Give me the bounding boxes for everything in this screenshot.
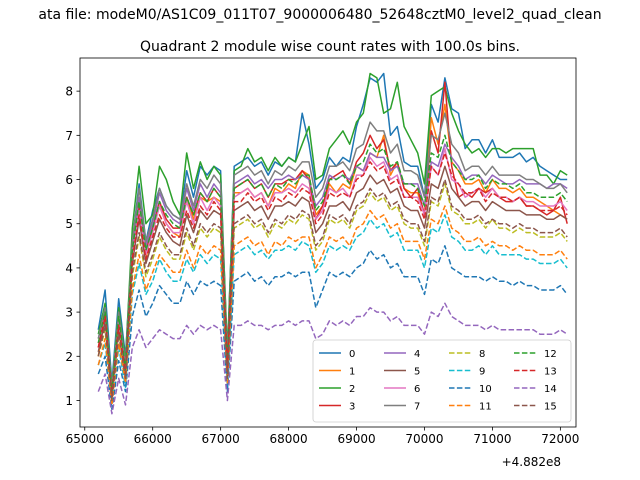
legend-label-0: 0 bbox=[349, 349, 355, 360]
legend-label-5: 5 bbox=[414, 367, 420, 378]
figure-suptitle: ata file: modeM0/AS1C09_011T07_900000648… bbox=[38, 7, 601, 23]
series-line-15 bbox=[97, 178, 568, 402]
axes-frame bbox=[79, 57, 577, 428]
series-line-13 bbox=[97, 152, 568, 397]
y-tick-label: 7 bbox=[65, 129, 73, 143]
x-tick-label: 67000 bbox=[202, 432, 240, 446]
legend-label-6: 6 bbox=[414, 384, 420, 395]
legend-label-3: 3 bbox=[349, 402, 355, 413]
series-line-12 bbox=[97, 134, 568, 393]
series-line-8 bbox=[97, 183, 568, 402]
x-tick-label: 68000 bbox=[269, 432, 307, 446]
series-line-9 bbox=[97, 214, 568, 406]
series-line-7 bbox=[97, 112, 568, 388]
series-line-6 bbox=[97, 147, 568, 393]
y-tick-label: 2 bbox=[65, 350, 73, 364]
plot-area bbox=[97, 72, 568, 415]
y-tick-label: 1 bbox=[65, 394, 73, 408]
series-group bbox=[97, 72, 568, 415]
series-line-10 bbox=[97, 245, 568, 411]
x-tick-label: 70000 bbox=[405, 432, 443, 446]
x-tick-label: 72000 bbox=[541, 432, 579, 446]
y-tick-label: 6 bbox=[65, 173, 73, 187]
series-line-1 bbox=[97, 103, 568, 402]
y-tick-label: 4 bbox=[65, 261, 73, 275]
series-line-5 bbox=[97, 165, 568, 397]
chart-title: Quadrant 2 module wise count rates with … bbox=[140, 39, 520, 55]
x-tick-label: 66000 bbox=[134, 432, 172, 446]
legend-box bbox=[312, 339, 572, 423]
legend-label-8: 8 bbox=[479, 349, 485, 360]
legend-label-13: 13 bbox=[544, 367, 557, 378]
series-line-14 bbox=[97, 302, 568, 415]
x-offset-label: +4.882e8 bbox=[502, 455, 561, 469]
x-tick-label: 65000 bbox=[66, 432, 104, 446]
legend-label-14: 14 bbox=[544, 384, 557, 395]
legend-label-10: 10 bbox=[479, 384, 492, 395]
legend-label-7: 7 bbox=[414, 402, 420, 413]
legend-label-4: 4 bbox=[414, 349, 420, 360]
legend-label-12: 12 bbox=[544, 349, 557, 360]
y-tick-label: 5 bbox=[65, 217, 73, 231]
legend-label-2: 2 bbox=[349, 384, 355, 395]
x-tick-label: 69000 bbox=[337, 432, 375, 446]
legend-label-15: 15 bbox=[544, 402, 557, 413]
y-tick-label: 3 bbox=[65, 306, 73, 320]
legend-label-9: 9 bbox=[479, 367, 485, 378]
legend-label-1: 1 bbox=[349, 367, 355, 378]
y-tick-label: 8 bbox=[65, 85, 73, 99]
axes: 65000 66000 67000 68000 69000 70000 71000 72000… bbox=[65, 57, 579, 446]
x-tick-label: 71000 bbox=[473, 432, 511, 446]
legend-label-11: 11 bbox=[479, 402, 492, 413]
series-line-2 bbox=[97, 72, 568, 388]
series-line-4 bbox=[97, 143, 568, 388]
